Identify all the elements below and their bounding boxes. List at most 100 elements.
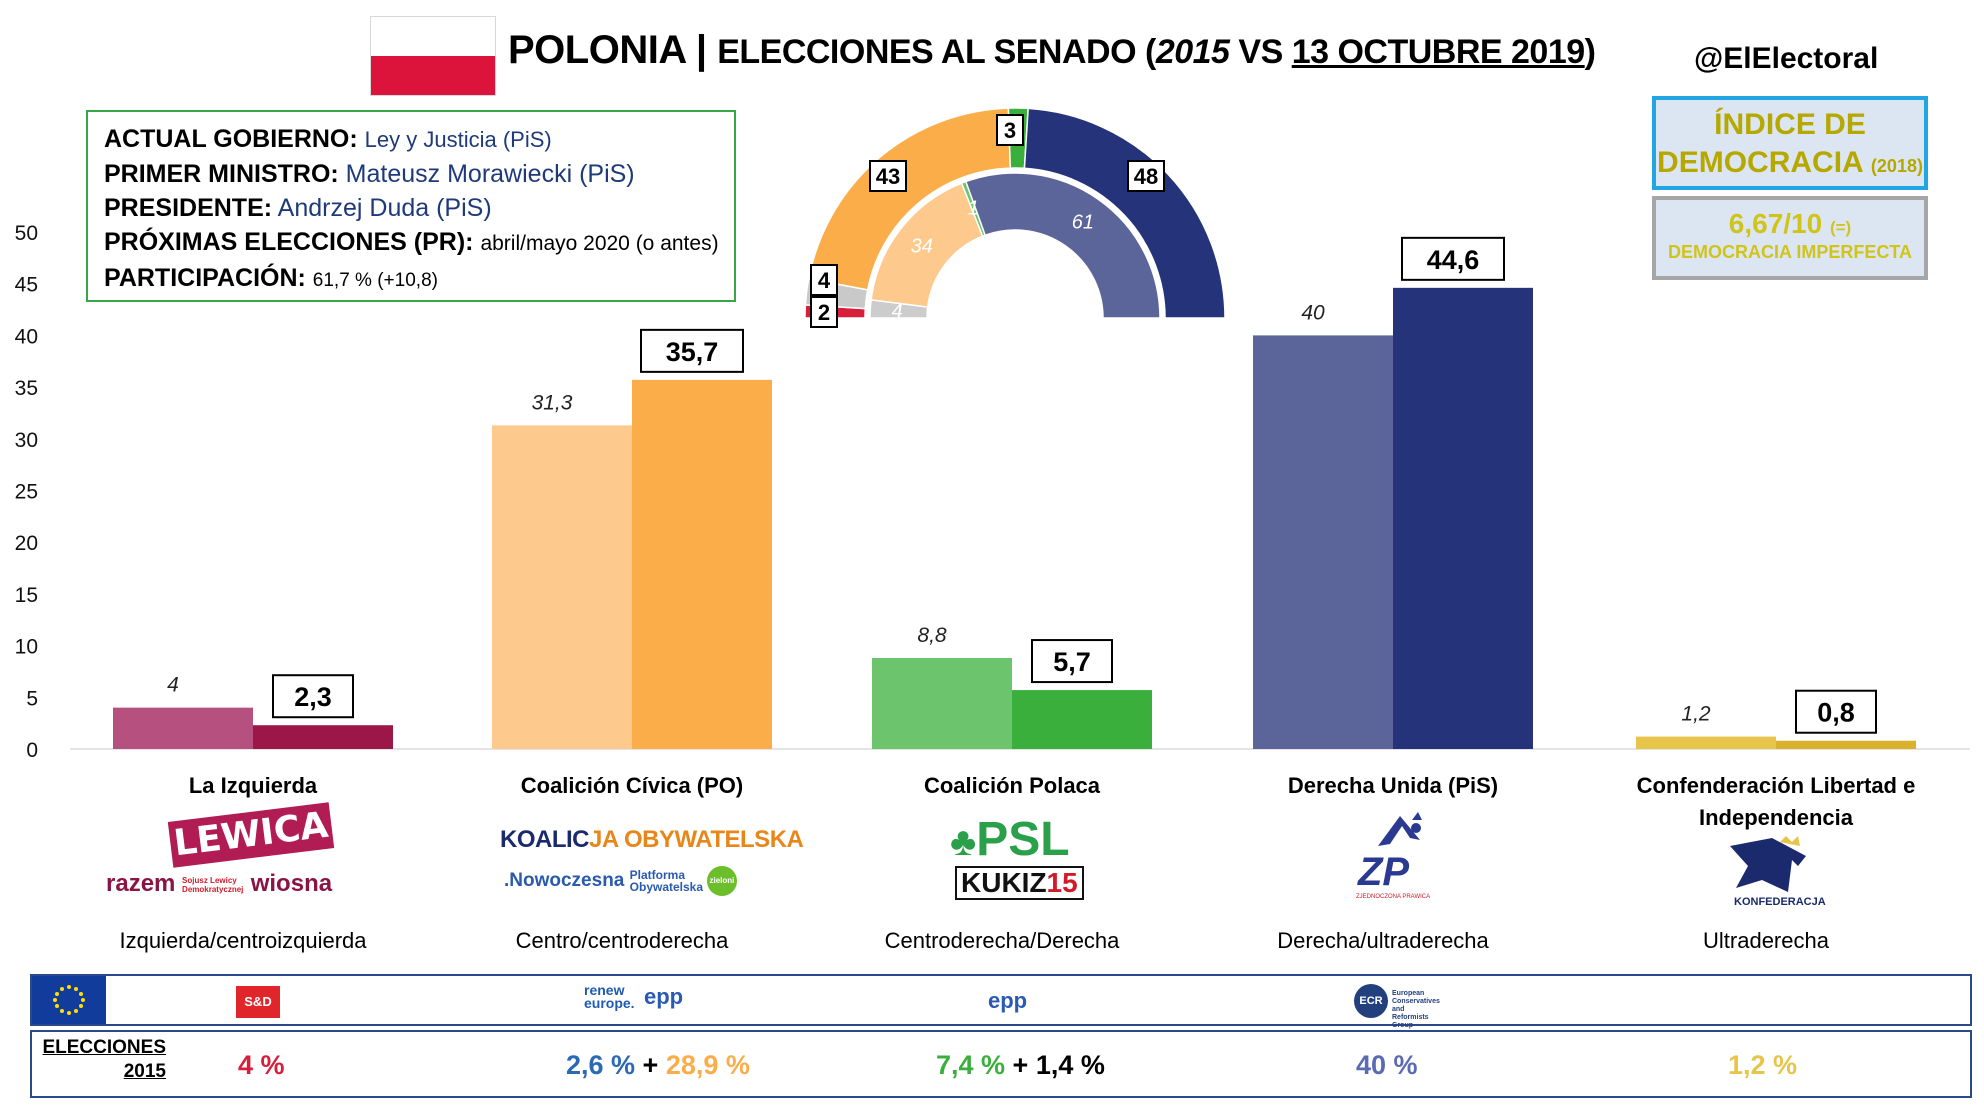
konfederacja-logo-text: KONFEDERACJA — [1734, 896, 1826, 908]
pct-2015-coalicion-polaca: 7,4 % + 1,4 % — [936, 1050, 1105, 1081]
pct-2015-cp-a: 7,4 % — [936, 1050, 1006, 1080]
y-tick-label: 45 — [15, 274, 38, 297]
elections-label-line2: 2015 — [123, 1061, 166, 1082]
y-tick-label: 5 — [26, 687, 38, 710]
kukiz15-logo: KUKIZ15 — [955, 866, 1084, 900]
donut-2015-label: 61 — [1072, 211, 1094, 233]
title-separator: | — [695, 28, 707, 72]
eu-flag-icon — [32, 976, 106, 1024]
bar — [632, 379, 772, 749]
donut-2019-label: 3 — [1004, 118, 1016, 143]
elections-label-line1: ELECCIONES — [42, 1037, 166, 1058]
pct-2015-cc-plus: + — [635, 1050, 666, 1080]
ko-logo-part2: JA — [589, 826, 618, 853]
info-ministro-key: PRIMER MINISTRO: — [104, 160, 339, 188]
razem-logo-text: razem — [106, 870, 176, 897]
bar-value-label: 44,6 — [1427, 245, 1480, 275]
donut-2019-value-box — [810, 264, 838, 296]
bar-value-box — [1795, 689, 1877, 734]
donut-2019-value-box — [996, 114, 1024, 146]
pct-2015-cp-plus: + — [1005, 1050, 1036, 1080]
category-label: Derecha Unida (PiS) — [1288, 773, 1498, 798]
info-presidente-key: PRESIDENTE: — [104, 194, 273, 222]
donut-2015-label: 4 — [892, 301, 903, 323]
pct-2015-cc-b: 28,9 % — [665, 1050, 750, 1080]
y-tick-label: 10 — [15, 636, 38, 659]
bar-value-box — [1031, 639, 1113, 684]
nowoczesna-logo-text: .Nowoczesna — [504, 870, 625, 892]
ideology-label: Centro/centroderecha — [516, 928, 730, 953]
platforma-logo-text: Platforma Obywatelska — [629, 868, 704, 894]
title-vs: VS — [1229, 33, 1292, 71]
bar — [1012, 690, 1152, 749]
bar-value-label: 40 — [1301, 301, 1325, 324]
bar-value-label: 31,3 — [532, 391, 573, 414]
info-ministro-value: Mateusz Morawiecki (PiS) — [345, 160, 635, 188]
bar-value-label: 35,7 — [666, 337, 719, 367]
bar — [492, 425, 632, 749]
donut-2019-value-box — [810, 296, 838, 328]
bar-value-label: 2,3 — [294, 682, 332, 712]
ideology-label: Centroderecha/Derecha — [885, 928, 1121, 953]
bar — [1636, 736, 1776, 749]
handle: @ElElectoral — [1694, 42, 1879, 75]
y-tick-label: 25 — [15, 481, 38, 504]
democracy-category: DEMOCRACIA IMPERFECTA — [1668, 242, 1912, 262]
bar — [1253, 335, 1393, 749]
bar-value-box — [1401, 236, 1505, 281]
page-title: POLONIA | ELECCIONES AL SENADO (2015 VS … — [508, 28, 1596, 73]
donut-2019-value-box — [869, 160, 907, 192]
pct-2015-confederacion: 1,2 % — [1728, 1050, 1798, 1080]
sd-group-logo: S&D — [236, 986, 280, 1018]
democracy-score-change: (=) — [1829, 218, 1852, 237]
info-proximas-value: abril/mayo 2020 (o antes) — [480, 232, 719, 255]
democracy-index-title-box: ÍNDICE DE DEMOCRACIA (2018) — [1652, 96, 1928, 190]
info-presidente-value: Andrzej Duda (PiS) — [277, 194, 492, 222]
bar — [113, 707, 253, 749]
democracy-title-line1: ÍNDICE DE — [1714, 108, 1866, 141]
donut-2015-label: 1 — [968, 198, 979, 220]
title-year-2015: 2015 — [1155, 33, 1230, 71]
koalicja-obywatelska-logo: KOALICJA OBYWATELSKA — [500, 826, 804, 854]
ideology-label: Ultraderecha — [1703, 928, 1830, 953]
category-label: La Izquierda — [189, 773, 318, 798]
clover-icon: ♣ — [950, 820, 977, 864]
konfederacja-eagle-icon — [1730, 836, 1806, 892]
title-suffix: ) — [1584, 33, 1596, 71]
konfederacja-logo — [1722, 836, 1812, 914]
renew-europe-logo: renew europe. — [584, 983, 635, 1010]
y-tick-label: 35 — [15, 377, 38, 400]
lewica-partners-logo: razem Sojusz Lewicy Demokratycznej wiosn… — [106, 870, 332, 898]
eagle-icon — [1378, 812, 1422, 846]
category-label: Confenderación Libertad e — [1637, 773, 1916, 798]
category-label: Independencia — [1699, 805, 1854, 830]
pct-2015-coalicion-civica: 2,6 % + 28,9 % — [566, 1050, 750, 1081]
info-participacion-value: 61,7 % (+10,8) — [312, 270, 438, 291]
bar-value-label: 5,7 — [1053, 647, 1091, 677]
zieloni-logo-text: zieloni — [706, 866, 737, 896]
pct-2015-cc-a: 2,6 % — [566, 1050, 636, 1080]
donut-2019-label: 2 — [818, 300, 830, 325]
bar — [872, 658, 1012, 749]
donut-2019-label: 43 — [876, 164, 900, 189]
zp-logo-subtext: ZJEDNOCZONA PRAWICA — [1356, 894, 1431, 900]
category-label: Coalición Cívica (PO) — [521, 773, 744, 798]
bar — [253, 725, 393, 749]
bar-value-label: 0,8 — [1817, 698, 1855, 728]
y-tick-label: 0 — [26, 739, 38, 762]
info-box: ACTUAL GOBIERNO: Ley y Justicia (PiS) PR… — [86, 110, 736, 302]
donut-2015-slice — [964, 172, 1161, 319]
democracy-score: 6,67/10 — [1728, 208, 1823, 239]
psl-logo-text: PSL — [976, 813, 1070, 866]
kukiz-logo-number: 15 — [1046, 867, 1078, 898]
info-gobierno-value: Ley y Justicia (PiS) — [364, 127, 552, 152]
bar-value-box — [272, 674, 354, 719]
democracy-title-year: (2018) — [1870, 156, 1923, 176]
donut-2019-value-box — [1127, 160, 1165, 192]
zp-logo-text: ZP — [1358, 850, 1410, 894]
category-label: Coalición Polaca — [924, 773, 1101, 798]
bar — [1393, 287, 1533, 749]
donut-2015-label: 34 — [911, 236, 933, 258]
elections-2015-row — [30, 1030, 1972, 1098]
